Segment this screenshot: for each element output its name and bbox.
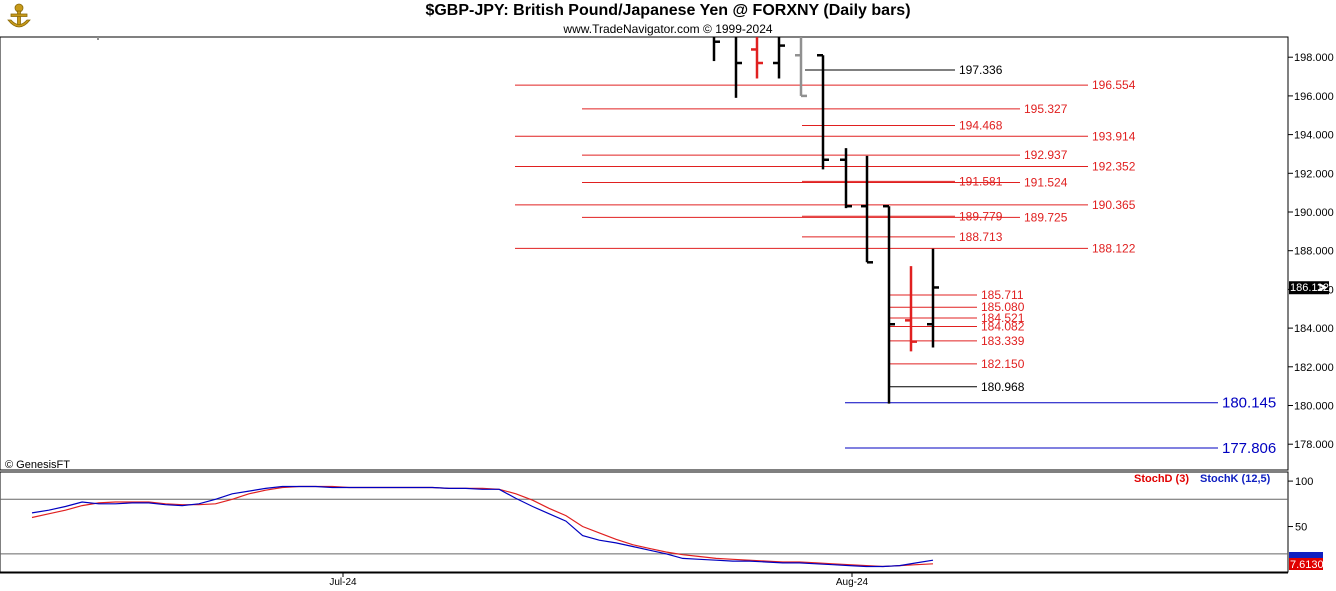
legend-stochk: StochK (12,5) bbox=[1200, 473, 1271, 485]
x-tick-label: Aug-24 bbox=[836, 577, 869, 588]
legend-stochd: StochD (3) bbox=[1134, 473, 1189, 485]
oscillator-series-line bbox=[31, 485, 934, 568]
y-tick-label: 196.000 bbox=[1294, 91, 1334, 103]
level-label: 193.914 bbox=[1092, 129, 1136, 143]
y-tick-label: 190.000 bbox=[1294, 207, 1334, 219]
osc-y-tick-label: 50 bbox=[1295, 522, 1307, 534]
level-label: 188.713 bbox=[959, 230, 1003, 244]
level-label: 180.968 bbox=[981, 380, 1025, 394]
level-label: 197.336 bbox=[959, 63, 1003, 77]
osc-y-tick-label: 100 bbox=[1295, 476, 1313, 488]
level-label: 191.524 bbox=[1024, 176, 1068, 190]
right-chevron-icon bbox=[1319, 283, 1328, 291]
y-tick-label: 178.000 bbox=[1294, 439, 1334, 451]
level-label: 194.468 bbox=[959, 119, 1003, 133]
stoch-value-label: 7.6130 bbox=[1290, 559, 1324, 571]
level-label: 192.352 bbox=[1092, 159, 1136, 173]
x-tick-label: Jul-24 bbox=[329, 577, 357, 588]
level-label: 190.365 bbox=[1092, 198, 1136, 212]
y-tick-label: 182.000 bbox=[1294, 362, 1334, 374]
level-label: 195.327 bbox=[1024, 102, 1068, 116]
y-tick-label: 198.000 bbox=[1294, 52, 1334, 64]
copyright-label: © GenesisFT bbox=[5, 459, 70, 471]
oscillator-series-line bbox=[31, 485, 934, 568]
stochk-value-badge bbox=[1289, 552, 1323, 560]
level-label: 180.145 bbox=[1222, 395, 1276, 412]
y-tick-label: 192.000 bbox=[1294, 168, 1334, 180]
price-panel-frame bbox=[0, 36, 1289, 471]
level-label: 185.080 bbox=[981, 300, 1025, 314]
y-tick-label: 184.000 bbox=[1294, 323, 1334, 335]
right-chevron-icon bbox=[1317, 283, 1326, 291]
level-label: 196.554 bbox=[1092, 78, 1136, 92]
level-label: 184.082 bbox=[981, 320, 1025, 334]
y-tick-label: 188.000 bbox=[1294, 246, 1334, 258]
y-tick-label: 180.000 bbox=[1294, 401, 1334, 413]
y-tick-label: 194.000 bbox=[1294, 130, 1334, 142]
stochd-value-badge bbox=[1289, 558, 1323, 570]
level-label: 182.150 bbox=[981, 357, 1025, 371]
level-label: 189.779 bbox=[959, 209, 1003, 223]
trade-navigator-logo-icon bbox=[7, 3, 31, 28]
chart-subtitle: www.TradeNavigator.com © 1999-2024 bbox=[563, 22, 773, 36]
level-label: 189.725 bbox=[1024, 210, 1068, 224]
level-label: 185.711 bbox=[981, 288, 1024, 302]
level-label: 184.521 bbox=[981, 311, 1025, 325]
chart-title: $GBP-JPY: British Pound/Japanese Yen @ F… bbox=[425, 2, 911, 19]
level-label: 191.581 bbox=[959, 174, 1003, 188]
level-label: 188.122 bbox=[1092, 241, 1136, 255]
level-label: 177.806 bbox=[1222, 440, 1276, 457]
level-label: 192.937 bbox=[1024, 148, 1068, 162]
oscillator-panel-frame bbox=[0, 471, 1289, 573]
level-label: 183.339 bbox=[981, 334, 1025, 348]
